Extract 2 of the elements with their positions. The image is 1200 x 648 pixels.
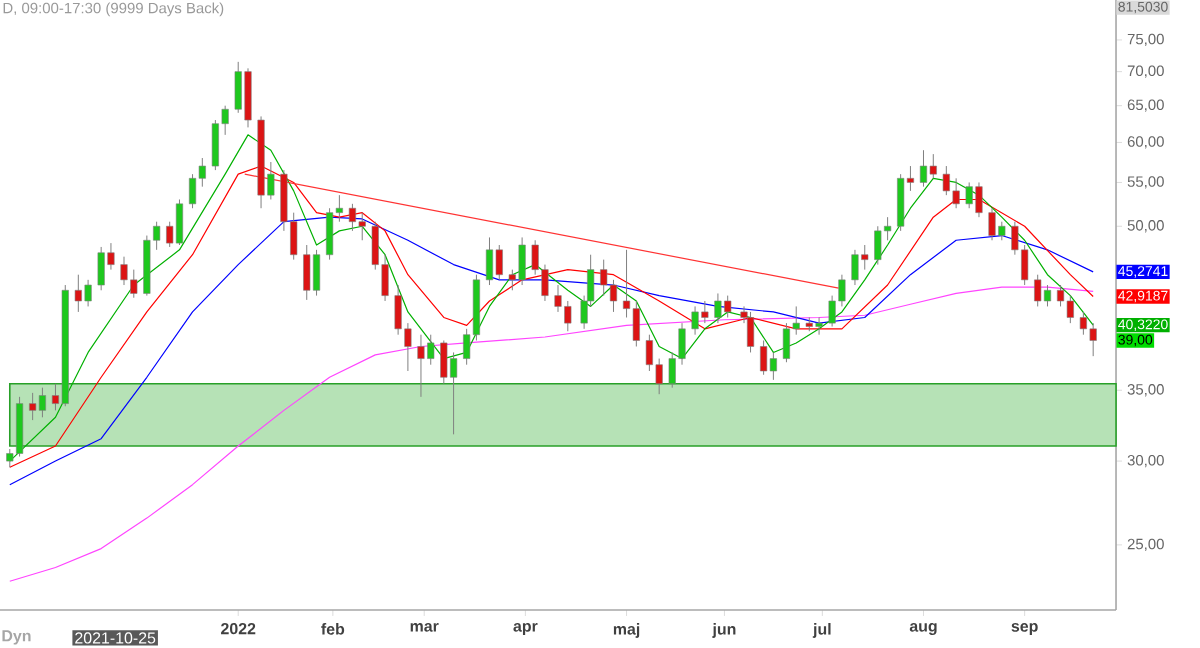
line-series — [9, 286, 1094, 582]
candlestick — [746, 311, 755, 353]
